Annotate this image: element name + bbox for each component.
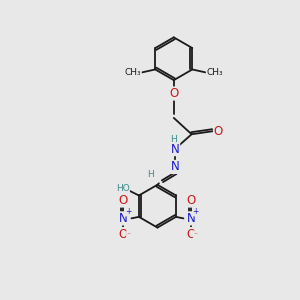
Text: +: + bbox=[125, 207, 131, 216]
Text: +: + bbox=[192, 207, 199, 216]
Text: N: N bbox=[119, 212, 128, 225]
Text: ⁻: ⁻ bbox=[127, 231, 130, 240]
Text: O: O bbox=[187, 194, 196, 207]
Text: CH₃: CH₃ bbox=[206, 68, 223, 77]
Text: O: O bbox=[169, 87, 178, 100]
Text: O: O bbox=[187, 228, 196, 241]
Text: O: O bbox=[119, 228, 128, 241]
Text: ⁻: ⁻ bbox=[193, 231, 197, 240]
Text: N: N bbox=[171, 142, 180, 156]
Text: H: H bbox=[147, 170, 154, 179]
Text: HO: HO bbox=[116, 184, 129, 194]
Text: CH₃: CH₃ bbox=[124, 68, 141, 77]
Text: O: O bbox=[214, 125, 223, 138]
Text: N: N bbox=[187, 212, 196, 225]
Text: N: N bbox=[171, 160, 180, 173]
Text: H: H bbox=[170, 135, 177, 144]
Text: O: O bbox=[119, 194, 128, 207]
